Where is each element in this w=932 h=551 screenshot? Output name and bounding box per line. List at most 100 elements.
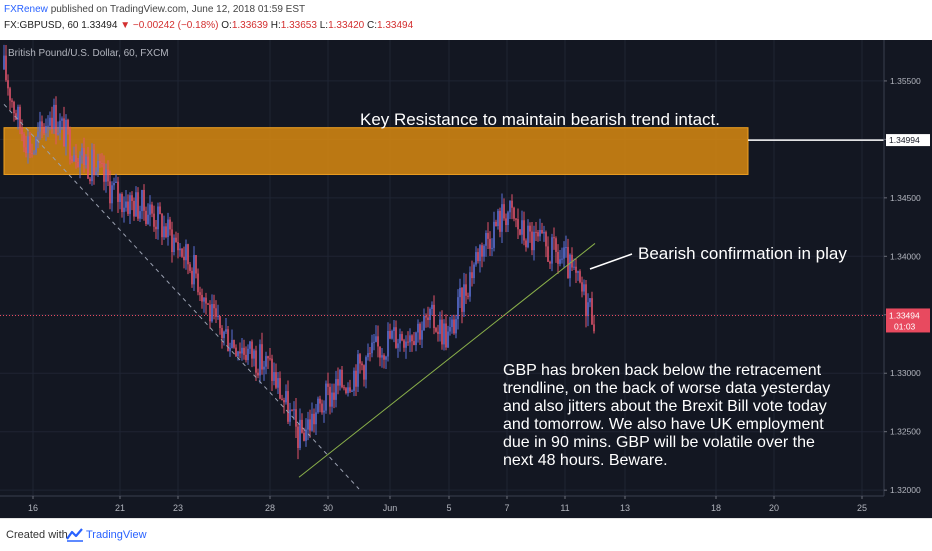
candle-body	[271, 358, 273, 381]
candle-body	[453, 319, 455, 334]
candle-body	[585, 284, 587, 317]
candle-body	[227, 329, 229, 352]
candle-body	[539, 229, 541, 237]
candle-body	[201, 294, 203, 302]
candle-body	[591, 298, 593, 325]
candle-body	[157, 206, 159, 230]
tradingview-brand[interactable]: TradingView	[86, 529, 147, 541]
candle-body	[463, 284, 465, 312]
candle-body	[487, 233, 489, 239]
candle-body	[35, 137, 37, 153]
candle-body	[303, 432, 305, 441]
note-line: GBP has broken back below the retracemen…	[503, 362, 822, 379]
candle-body	[525, 240, 527, 248]
candle-body	[357, 354, 359, 387]
candle-body	[239, 351, 241, 354]
candle-body	[217, 316, 219, 318]
candle-body	[17, 106, 19, 120]
candle-body	[23, 134, 25, 148]
candle-body	[89, 178, 91, 182]
candle-body	[31, 152, 33, 154]
candle-body	[277, 378, 279, 388]
candle-body	[257, 372, 259, 376]
candle-body	[481, 245, 483, 257]
resistance-price-label: 1.34994	[889, 135, 920, 145]
candle-body	[479, 245, 481, 262]
candle-body	[337, 379, 339, 386]
candle-body	[593, 324, 595, 332]
candle-body	[433, 304, 435, 329]
candle-body	[555, 238, 557, 252]
x-tick-label: 7	[504, 503, 509, 513]
candle-body	[529, 225, 531, 232]
candle-body	[403, 340, 405, 348]
y-tick-label: 1.33000	[890, 368, 921, 378]
chart-area[interactable]: Key Resistance to maintain bearish trend…	[0, 40, 932, 518]
x-tick-label: 5	[446, 503, 451, 513]
candle-body	[127, 201, 129, 214]
candle-body	[459, 287, 461, 298]
candle-body	[551, 237, 553, 264]
candle-body	[345, 388, 347, 394]
candle-body	[443, 323, 445, 345]
candle-body	[317, 398, 319, 413]
candle-body	[373, 341, 375, 343]
candle-body	[421, 330, 423, 340]
resistance-zone	[3, 127, 749, 175]
author-link[interactable]: FXRenew	[4, 4, 48, 15]
candle-body	[589, 298, 591, 303]
candle-body	[295, 409, 297, 427]
candle-body	[235, 347, 237, 357]
open-label: O:	[221, 20, 232, 31]
candle-body	[477, 252, 479, 262]
candle-body	[561, 258, 563, 260]
candle-body	[143, 189, 145, 211]
price-chart[interactable]: Key Resistance to maintain bearish trend…	[0, 40, 932, 518]
candle-body	[549, 261, 551, 264]
candle-body	[319, 398, 321, 404]
bearish-annotation: Bearish confirmation in play	[638, 244, 847, 263]
candle-body	[97, 160, 99, 172]
candle-body	[63, 118, 65, 147]
candle-body	[423, 316, 425, 331]
tradingview-logo-icon[interactable]	[66, 528, 84, 542]
candle-body	[491, 247, 493, 249]
candle-body	[205, 297, 207, 304]
time-axis	[0, 496, 932, 518]
candle-body	[563, 247, 565, 259]
symbol-label[interactable]: FX:GBPUSD, 60	[4, 20, 79, 31]
candle-body	[49, 117, 51, 126]
candle-body	[351, 390, 353, 392]
candle-body	[579, 271, 581, 283]
down-arrow-icon: ▼	[120, 20, 131, 31]
candle-body	[553, 237, 555, 239]
low-label: L:	[319, 20, 329, 31]
candle-body	[383, 355, 385, 360]
candle-body	[65, 119, 67, 147]
high-label: H:	[270, 20, 281, 31]
candle-body	[15, 113, 17, 120]
candle-body	[193, 255, 195, 285]
candle-body	[427, 317, 429, 321]
candle-body	[115, 181, 117, 183]
candle-body	[287, 391, 289, 422]
candle-body	[581, 282, 583, 292]
x-tick-label: Jun	[383, 503, 398, 513]
candle-body	[439, 319, 441, 334]
candle-body	[281, 398, 283, 401]
candle-body	[109, 181, 111, 204]
x-tick-label: 21	[115, 503, 125, 513]
candle-body	[429, 308, 431, 321]
y-tick-label: 1.32500	[890, 427, 921, 437]
candle-body	[489, 238, 491, 249]
x-tick-label: 28	[265, 503, 275, 513]
candle-body	[435, 328, 437, 332]
candle-body	[119, 194, 121, 202]
candle-body	[469, 272, 471, 297]
candle-body	[399, 334, 401, 344]
candle-body	[331, 392, 333, 407]
candle-body	[537, 232, 539, 237]
candle-body	[155, 226, 157, 230]
candle-body	[77, 162, 79, 168]
candle-body	[527, 225, 529, 248]
